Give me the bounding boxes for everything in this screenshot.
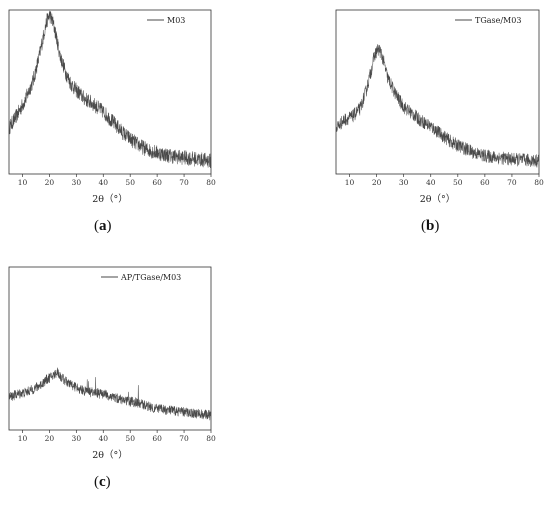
x-tick-label-a-60: 60 bbox=[152, 178, 162, 187]
legend-label-a: M03 bbox=[167, 16, 185, 25]
series-line-c-0 bbox=[8, 367, 212, 421]
x-tick-label-a-50: 50 bbox=[125, 178, 135, 187]
x-tick-label-c-80: 80 bbox=[206, 434, 216, 443]
x-tick-label-c-30: 30 bbox=[72, 434, 82, 443]
panel-label-c-text: c bbox=[99, 474, 106, 490]
x-tick-label-c-20: 20 bbox=[45, 434, 55, 443]
x-tick-label-c-50: 50 bbox=[125, 434, 135, 443]
x-tick-label-a-40: 40 bbox=[98, 178, 108, 187]
plot-frame-c bbox=[8, 266, 212, 431]
panel-label-c: (c) bbox=[94, 474, 111, 490]
legend-label-c: AP/TGase/M03 bbox=[120, 273, 181, 282]
plot-frame-b bbox=[335, 9, 540, 175]
x-tick-label-c-10: 10 bbox=[18, 434, 28, 443]
x-tick-label-b-70: 70 bbox=[507, 178, 517, 187]
x-tick-label-a-30: 30 bbox=[72, 178, 82, 187]
x-tick-label-c-40: 40 bbox=[98, 434, 108, 443]
x-tick-label-b-40: 40 bbox=[426, 178, 436, 187]
x-tick-label-b-60: 60 bbox=[480, 178, 490, 187]
x-tick-label-a-10: 10 bbox=[18, 178, 28, 187]
x-tick-label-b-80: 80 bbox=[534, 178, 544, 187]
x-tick-label-b-10: 10 bbox=[345, 178, 355, 187]
x-tick-label-c-60: 60 bbox=[152, 434, 162, 443]
x-tick-label-c-70: 70 bbox=[179, 434, 189, 443]
x-axis-title-c: 2θ（°） bbox=[92, 449, 128, 461]
legend-label-b: TGase/M03 bbox=[475, 16, 521, 25]
panel-label-a-text: a bbox=[99, 218, 107, 234]
panel-label-a: (a) bbox=[94, 218, 112, 234]
x-axis-title-a: 2θ（°） bbox=[92, 193, 128, 205]
x-tick-label-b-30: 30 bbox=[399, 178, 409, 187]
panel-label-b: (b) bbox=[421, 218, 440, 234]
x-tick-label-a-80: 80 bbox=[206, 178, 216, 187]
series-line-b-0 bbox=[335, 44, 540, 168]
x-axis-title-b: 2θ（°） bbox=[420, 193, 456, 205]
x-tick-label-a-20: 20 bbox=[45, 178, 55, 187]
x-tick-label-a-70: 70 bbox=[179, 178, 189, 187]
x-tick-label-b-50: 50 bbox=[453, 178, 463, 187]
plot-frame-a bbox=[8, 9, 212, 175]
panel-label-b-text: b bbox=[426, 218, 435, 234]
x-tick-label-b-20: 20 bbox=[372, 178, 382, 187]
series-line-a-0 bbox=[8, 10, 212, 168]
